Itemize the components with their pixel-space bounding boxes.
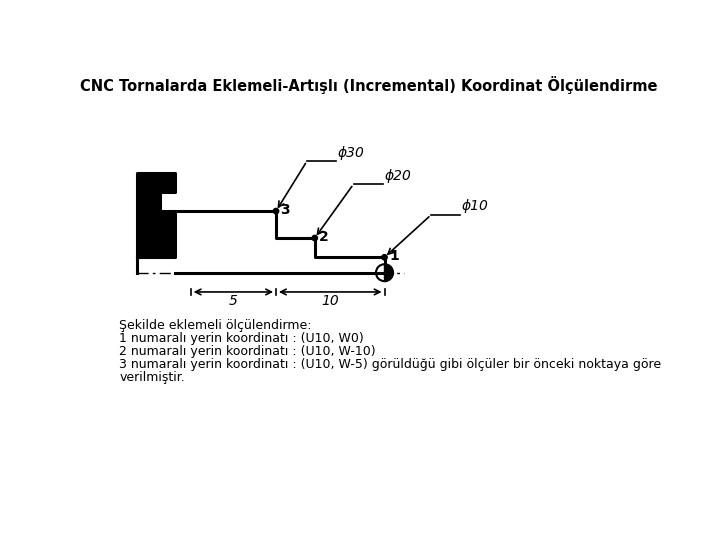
Polygon shape [137, 173, 175, 257]
Circle shape [382, 254, 387, 260]
Text: 2 numaralı yerin koordinatı : (U10, W-10): 2 numaralı yerin koordinatı : (U10, W-10… [120, 345, 376, 358]
Text: Şekilde eklemeli ölçülendirme:: Şekilde eklemeli ölçülendirme: [120, 319, 312, 332]
Text: 1 numaralı yerin koordinatı : (U10, W0): 1 numaralı yerin koordinatı : (U10, W0) [120, 332, 364, 345]
Text: ϕ30: ϕ30 [338, 145, 365, 159]
Text: 3: 3 [280, 202, 289, 217]
Text: 2: 2 [319, 230, 328, 244]
Text: verilmiştir.: verilmiştir. [120, 372, 185, 384]
Circle shape [274, 208, 279, 214]
Text: 5: 5 [229, 294, 238, 308]
Text: ϕ20: ϕ20 [384, 168, 411, 183]
Polygon shape [384, 264, 393, 281]
Text: 1: 1 [389, 249, 399, 263]
Text: ϕ10: ϕ10 [462, 199, 489, 213]
Text: CNC Tornalarda Eklemeli-Artışlı (Incremental) Koordinat Ölçülendirme: CNC Tornalarda Eklemeli-Artışlı (Increme… [80, 76, 658, 94]
Circle shape [312, 235, 318, 241]
Text: 10: 10 [321, 294, 339, 308]
Text: 3 numaralı yerin koordinatı : (U10, W-5) görüldüğü gibi ölçüler bir önceki nokta: 3 numaralı yerin koordinatı : (U10, W-5)… [120, 358, 662, 371]
